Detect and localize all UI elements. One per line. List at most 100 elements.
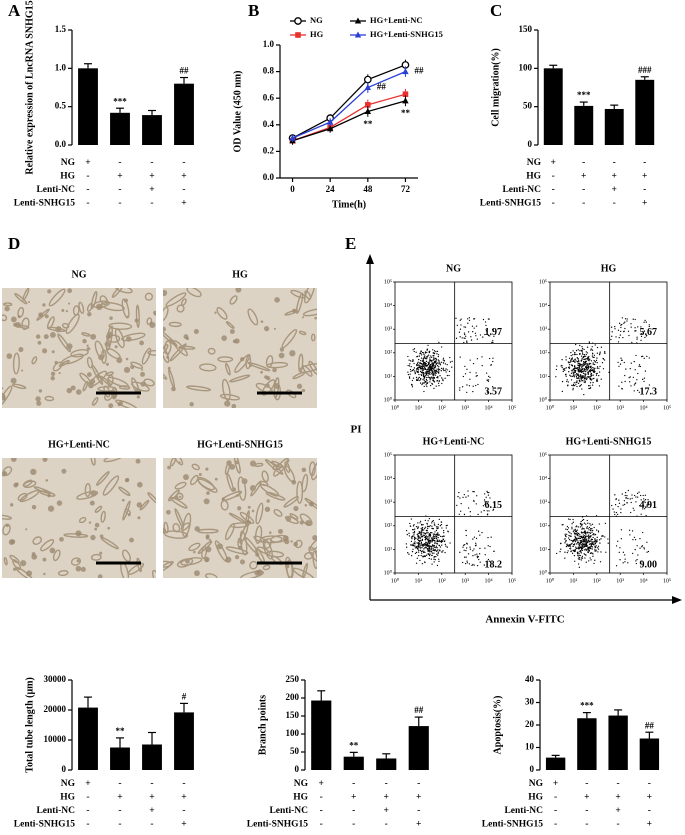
tube: [168, 321, 182, 328]
event-dot: [640, 333, 643, 335]
event-dot: [591, 346, 593, 348]
event-dot: [430, 369, 432, 372]
event-dot: [593, 354, 596, 356]
event-dot: [635, 496, 637, 498]
y-tick-label: 50: [290, 746, 300, 756]
tube: [254, 462, 264, 467]
condition-sign: +: [581, 172, 586, 182]
event-dot: [579, 344, 581, 347]
y-tick-label: 10³: [384, 327, 392, 333]
event-dot: [436, 553, 438, 555]
x-tick-label: 10³: [461, 578, 469, 584]
event-dot: [560, 548, 562, 550]
condition-sign: +: [615, 806, 620, 816]
event-dot: [577, 540, 579, 542]
legend-marker: [354, 31, 362, 38]
event-dot: [428, 370, 430, 372]
event-dot: [484, 333, 486, 336]
event-dot: [419, 547, 422, 549]
event-dot: [585, 540, 587, 542]
event-dot: [587, 371, 589, 373]
event-dot: [432, 376, 434, 379]
x-tick-label: 10³: [616, 405, 624, 411]
tube: [76, 490, 99, 500]
event-dot: [586, 545, 589, 547]
event-dot: [640, 335, 643, 338]
event-dot: [491, 341, 493, 344]
event-dot: [429, 364, 431, 366]
event-dot: [426, 522, 428, 525]
condition-sign: +: [181, 793, 186, 803]
event-dot: [584, 538, 586, 540]
quadrant-value: 1.97: [485, 327, 503, 338]
cell: [20, 560, 27, 567]
tube: [91, 364, 104, 386]
event-dot: [566, 544, 568, 546]
event-dot: [578, 361, 580, 363]
event-dot: [412, 368, 415, 371]
event-dot: [586, 548, 589, 550]
micrograph: [163, 288, 317, 408]
event-dot: [438, 363, 440, 365]
tube: [163, 560, 174, 575]
marker: [363, 75, 372, 84]
cell: [94, 522, 100, 528]
event-dot: [417, 368, 420, 370]
event-dot: [417, 535, 420, 537]
condition-sign: -: [648, 779, 651, 789]
event-dot: [409, 368, 412, 371]
y-axis-label: Branch points: [257, 695, 268, 755]
event-dot: [583, 361, 585, 363]
event-dot: [426, 543, 428, 545]
event-dot: [587, 357, 589, 359]
event-dot: [464, 562, 467, 565]
event-dot: [633, 390, 635, 392]
condition-sign: -: [182, 806, 185, 816]
event-dot: [578, 544, 580, 546]
cell: [35, 396, 41, 402]
event-dot: [566, 379, 568, 381]
event-dot: [449, 542, 451, 544]
tube: [96, 470, 110, 486]
event-dot: [574, 358, 576, 360]
event-dot: [579, 363, 582, 365]
event-dot: [467, 318, 469, 320]
event-dot: [633, 360, 635, 363]
event-dot: [415, 551, 418, 554]
event-dot: [632, 507, 634, 509]
event-dot: [634, 327, 636, 329]
event-dot: [618, 336, 620, 339]
event-dot: [485, 324, 487, 327]
event-dot: [419, 382, 422, 384]
event-dot: [565, 528, 567, 530]
cell: [235, 494, 239, 497]
event-dot: [572, 518, 574, 521]
event-dot: [469, 378, 471, 380]
event-dot: [423, 555, 425, 558]
event-dot: [492, 357, 494, 359]
condition-sign: -: [118, 779, 121, 789]
y-tick-label: 1.5: [55, 24, 67, 34]
event-dot: [417, 361, 419, 363]
tube: [197, 478, 218, 493]
event-dot: [418, 555, 420, 557]
event-dot: [582, 534, 584, 536]
event-dot: [630, 501, 632, 504]
event-dot: [436, 368, 438, 370]
tube: [261, 470, 269, 483]
event-dot: [582, 363, 584, 365]
y-tick-label: 250: [286, 674, 300, 684]
event-dot: [472, 391, 474, 393]
series-line: [292, 64, 406, 139]
event-dot: [577, 547, 579, 549]
event-dot: [568, 537, 570, 539]
event-dot: [579, 537, 582, 540]
event-dot: [560, 365, 562, 367]
cell: [56, 500, 63, 506]
event-dot: [491, 386, 494, 388]
event-dot: [475, 542, 477, 544]
event-dot: [418, 549, 420, 552]
tube: [44, 395, 55, 402]
event-dot: [434, 360, 436, 363]
cell: [75, 530, 82, 537]
